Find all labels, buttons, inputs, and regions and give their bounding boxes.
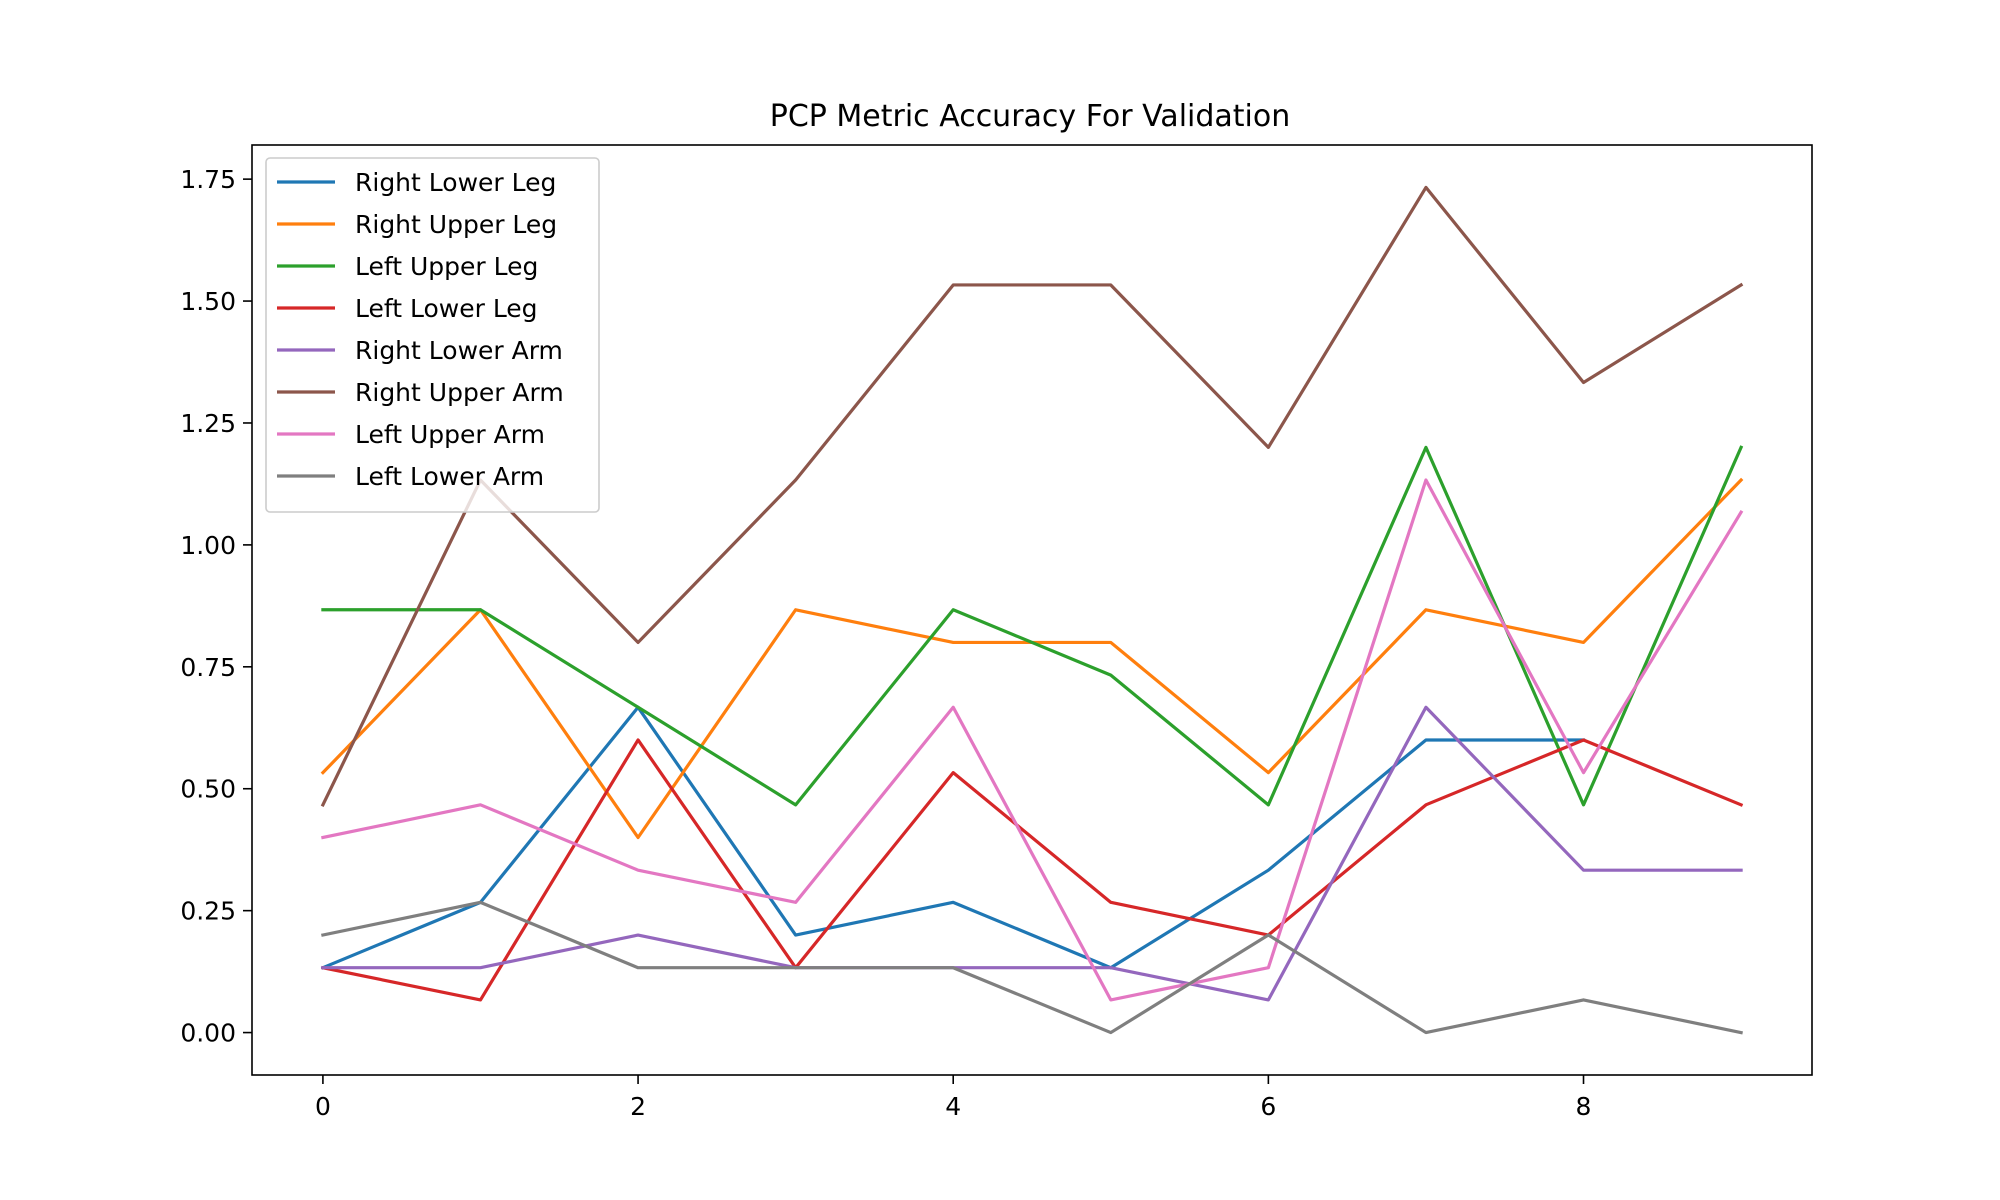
series-line-right-lower-leg [320,705,1586,970]
y-tick-label: 0.75 [180,653,236,682]
plot-series [320,185,1744,1035]
y-axis: 0.00 0.25 0.50 0.75 1.00 1.25 1.50 1.75 [180,165,252,1048]
x-tick-label: 2 [630,1092,646,1121]
chart-title: PCP Metric Accuracy For Validation [770,99,1291,134]
y-tick-label: 1.25 [180,409,236,438]
legend-label-left-upper-arm: Left Upper Arm [355,420,545,449]
legend-box [265,157,600,513]
y-tick-label: 1.75 [180,165,236,194]
y-tick-label: 0.00 [180,1019,236,1048]
x-axis: 0 2 4 6 8 [315,1075,1592,1121]
y-tick-label: 1.50 [180,287,236,316]
legend-label-left-lower-leg: Left Lower Leg [355,294,538,323]
y-tick-label: 1.00 [180,531,236,560]
legend-label-right-lower-arm: Right Lower Arm [355,336,563,365]
x-tick-label: 8 [1576,1092,1592,1121]
series-line-left-lower-leg [321,738,1744,1002]
legend: Right Lower Leg Right Upper Leg Left Upper… [265,157,600,513]
series-line-right-lower-arm [321,705,1743,1002]
plot-area-frame [251,144,1813,1076]
y-tick-label: 0.25 [180,897,236,926]
legend-label-right-upper-arm: Right Upper Arm [355,378,564,407]
legend-label-left-lower-arm: Left Lower Arm [355,462,544,491]
legend-label-left-upper-leg: Left Upper Leg [355,252,538,281]
series-line-left-lower-arm [321,900,1743,1035]
y-tick-label: 0.50 [180,775,236,804]
x-tick-label: 0 [315,1092,331,1121]
legend-label-right-lower-leg: Right Lower Leg [355,168,556,197]
series-line-left-upper-arm [321,478,1744,1002]
x-tick-label: 4 [945,1092,961,1121]
legend-label-right-upper-leg: Right Upper Leg [355,210,557,239]
series-line-right-upper-arm [320,185,1744,807]
x-tick-label: 6 [1260,1092,1276,1121]
